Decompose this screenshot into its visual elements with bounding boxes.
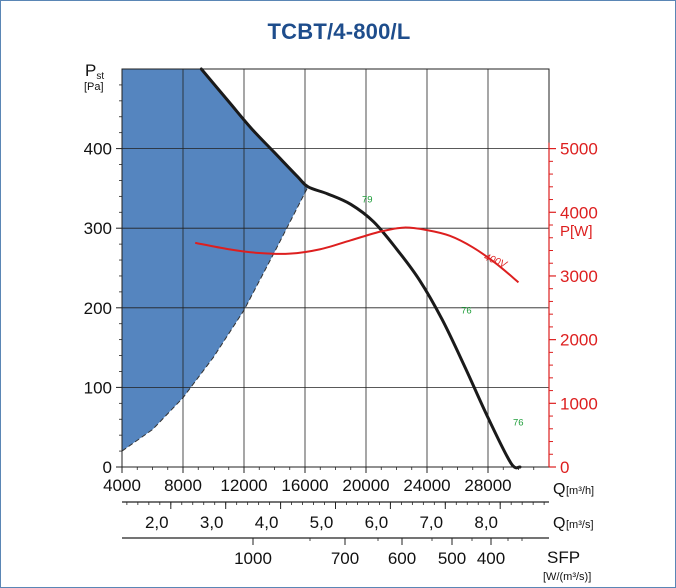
x2-tick-label: 8,0: [474, 513, 498, 532]
x2-tick-label: 4,0: [255, 513, 279, 532]
y-tick-label: 0: [103, 458, 112, 477]
right-axis-label: P[W]: [560, 223, 593, 240]
y-tick-label: 300: [84, 219, 112, 238]
right-tick-label: 1000: [560, 394, 598, 413]
x3-tick-label: 600: [388, 549, 416, 568]
x2-tick-label: 7,0: [419, 513, 443, 532]
x3-tick-label: 1000: [234, 549, 272, 568]
x-tick-label: 28000: [464, 476, 511, 495]
x-tick-label: 8000: [164, 476, 202, 495]
x-tick-label: 16000: [281, 476, 328, 495]
y-tick-label: 100: [84, 378, 112, 397]
y-axis-label: Pst: [85, 61, 104, 82]
x3-axis-label: SFP: [547, 548, 580, 567]
efficiency-label: 79: [362, 195, 373, 206]
x-axis-label: Q: [553, 481, 565, 498]
x2-axis-label: Q: [553, 515, 565, 532]
right-tick-label: 0: [560, 458, 569, 477]
x2-axis-unit: [m³/s]: [566, 519, 594, 531]
chart-title: TCBT/4-800/L: [267, 19, 411, 44]
x3-tick-label: 700: [331, 549, 359, 568]
right-tick-label: 5000: [560, 140, 598, 159]
x2-tick-label: 3,0: [200, 513, 224, 532]
right-tick-label: 2000: [560, 331, 598, 350]
series-label-400v: 400V: [482, 252, 509, 271]
y-axis-label-subscript: st: [96, 71, 104, 82]
pressure-curve-line: [199, 67, 522, 470]
y-tick-label: 200: [84, 299, 112, 318]
x2-tick-label: 6,0: [365, 513, 389, 532]
x3-axis-unit: [W/(m³/s)]: [543, 571, 591, 583]
x-tick-label: 20000: [342, 476, 389, 495]
y-tick-label: 400: [84, 140, 112, 159]
x2-tick-label: 5,0: [310, 513, 334, 532]
x3-tick-label: 500: [438, 549, 466, 568]
stall-region-fill: [122, 69, 309, 452]
x2-tick-label: 2,0: [145, 513, 169, 532]
x-tick-label: 4000: [103, 476, 141, 495]
stall-boundary-line: [121, 186, 309, 452]
right-tick-label: 4000: [560, 203, 598, 222]
power-curve-line: [195, 226, 520, 284]
y-axis-unit: [Pa]: [84, 81, 104, 93]
x3-tick-label: 400: [477, 549, 505, 568]
x-tick-label: 24000: [403, 476, 450, 495]
efficiency-label: 76: [461, 305, 472, 316]
x-axis-unit: [m³/h]: [566, 485, 594, 497]
right-tick-label: 3000: [560, 267, 598, 286]
x-tick-label: 12000: [220, 476, 267, 495]
efficiency-label: 76: [513, 418, 524, 429]
